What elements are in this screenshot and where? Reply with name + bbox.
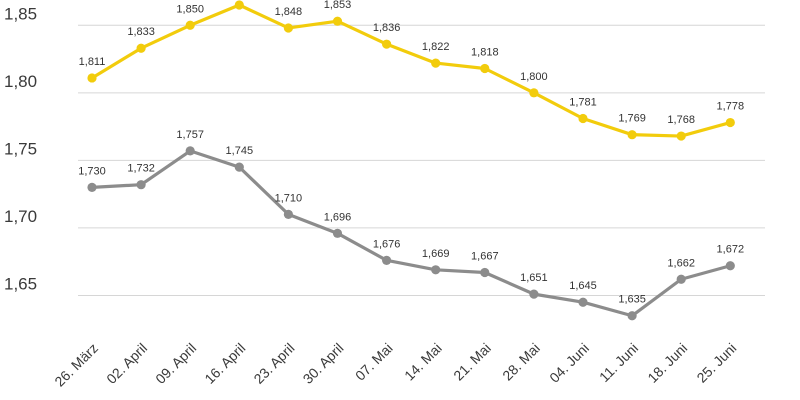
y-tick-label: 1,75 [4,139,37,158]
data-point [234,162,244,172]
y-tick-label: 1,80 [4,72,37,91]
data-point [578,113,588,124]
data-label: 1,818 [471,46,499,58]
data-point [725,117,735,128]
x-tick-label: 30. April [300,340,347,387]
data-label: 1,757 [176,129,204,141]
data-label: 1,730 [78,165,106,177]
data-label: 1,778 [717,101,745,113]
x-tick-label: 23. April [250,340,297,387]
data-label: 1,800 [520,71,548,83]
x-tick-label: 21. Mai [450,340,494,384]
data-point [529,88,539,98]
x-tick-label: 07. Mai [352,340,396,384]
data-label: 1,781 [569,96,597,108]
y-tick-label: 1,85 [4,4,37,23]
data-point [431,58,441,68]
x-tick-label: 25. Juni [693,340,739,386]
data-label: 1,645 [569,280,597,292]
data-label: 1,635 [618,294,646,306]
data-point [185,146,195,156]
data-label: 1,732 [127,163,155,175]
data-point [480,267,490,278]
data-point [578,297,588,307]
data-point [332,228,343,238]
data-label: 1,745 [226,145,254,157]
x-tick-label: 02. April [103,340,150,387]
series-line [90,149,732,318]
data-point [185,20,195,30]
x-tick-label: 16. April [201,340,248,387]
x-tick-label: 11. Juni [596,340,641,385]
data-label: 1,768 [667,114,695,126]
x-tick-label: 18. Juni [644,340,690,386]
data-point [283,23,293,33]
data-point [627,311,637,321]
data-point [627,130,637,140]
data-label: 1,836 [373,22,401,34]
series-upper: 1,811 1,833 1,850 1,848 1,853 1,836 1,822 1,818… [79,0,744,141]
data-label: 1,769 [618,113,646,125]
data-point [136,180,146,190]
x-tick-label: 26. März [51,340,101,390]
data-label: 1,710 [275,192,303,204]
data-point [234,0,244,10]
data-point [332,16,343,26]
data-point [431,265,441,275]
data-point [480,63,490,74]
x-tick-label: 04. Juni [546,340,592,386]
x-axis-ticks: 26. März 02. April 09. April 16. April 23. A… [51,340,739,390]
y-tick-label: 1,65 [4,274,37,293]
y-tick-label: 1,70 [4,207,37,226]
data-point [136,43,146,53]
gridlines [78,24,765,296]
data-label: 1,811 [79,56,106,68]
data-label: 1,848 [275,6,303,18]
data-point [283,209,293,220]
series-lower: 1,730 1,732 1,757 1,745 1,710 1,696 1,676 1,669… [78,129,745,321]
x-tick-label: 09. April [152,340,199,387]
data-label: 1,822 [422,41,450,53]
data-point [382,255,392,265]
data-label: 1,850 [176,3,204,15]
data-label: 1,833 [127,26,155,38]
y-axis-ticks: 1,85 1,80 1,75 1,70 1,65 [4,4,37,293]
data-label: 1,662 [667,257,695,269]
data-label: 1,651 [520,272,548,284]
x-tick-label: 28. Mai [499,340,543,384]
data-point [529,289,539,299]
data-label: 1,676 [373,238,401,250]
data-point [725,261,735,271]
x-tick-label: 14. Mai [401,340,445,384]
data-label: 1,669 [422,248,450,260]
data-label: 1,667 [471,251,499,263]
data-point [676,274,686,284]
data-label: 1,853 [324,0,352,11]
data-label: 1,696 [324,211,352,223]
series-line [90,3,732,138]
data-point [87,182,97,192]
series: 1,811 1,833 1,850 1,848 1,853 1,836 1,822 1,818… [78,0,745,321]
data-point [676,131,686,141]
data-point [382,39,392,49]
data-point [87,73,97,83]
data-label: 1,672 [717,244,745,256]
